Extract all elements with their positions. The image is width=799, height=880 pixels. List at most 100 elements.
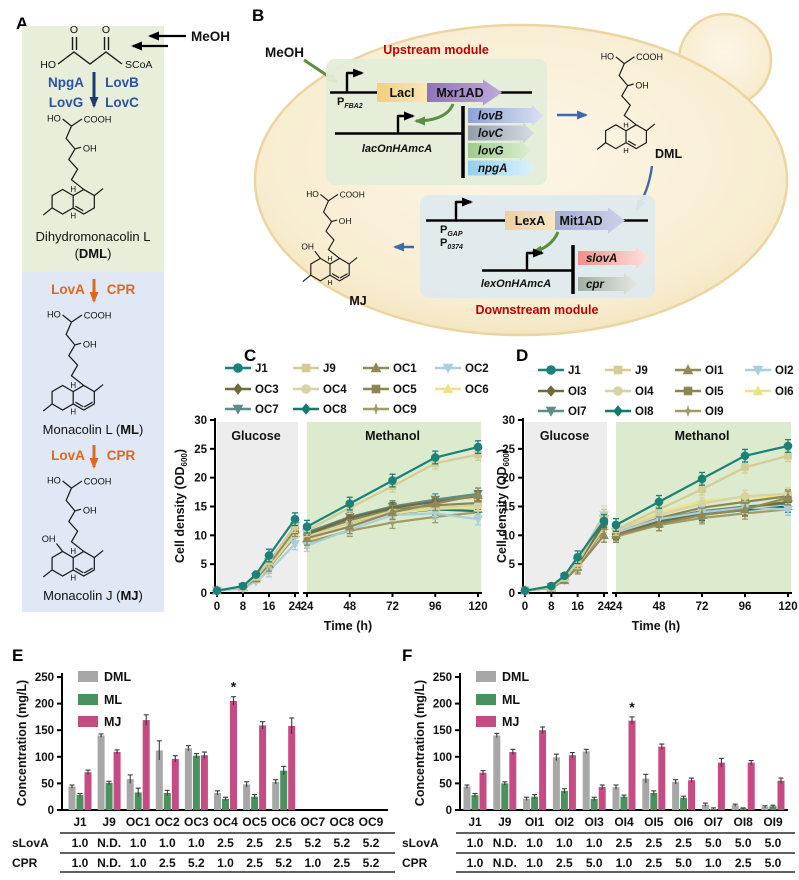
svg-text:1.0: 1.0 bbox=[705, 856, 722, 870]
svg-text:72: 72 bbox=[386, 601, 399, 613]
svg-text:24: 24 bbox=[289, 601, 302, 613]
panel-a-pathway: HO COOH OH H H OH O O HO SCoA Me bbox=[22, 24, 230, 612]
svg-text:J9: J9 bbox=[498, 815, 512, 829]
svg-text:OI3: OI3 bbox=[585, 815, 605, 829]
svg-text:5.2: 5.2 bbox=[304, 836, 321, 850]
svg-text:1.0: 1.0 bbox=[159, 836, 176, 850]
significance-marker: * bbox=[629, 699, 635, 715]
lexa-label: LexA bbox=[515, 214, 546, 228]
svg-text:OC8: OC8 bbox=[330, 815, 355, 829]
svg-text:2.5: 2.5 bbox=[246, 856, 263, 870]
svg-text:0: 0 bbox=[201, 588, 207, 600]
svg-text:150: 150 bbox=[35, 725, 54, 737]
svg-text:OI8: OI8 bbox=[734, 815, 754, 829]
enzyme-cpr: CPR bbox=[107, 448, 136, 463]
panel-label-b: B bbox=[252, 6, 265, 25]
svg-text:sLovA: sLovA bbox=[12, 836, 49, 850]
svg-text:5: 5 bbox=[201, 559, 208, 571]
panel-label-c: C bbox=[244, 346, 257, 365]
svg-text:5.0: 5.0 bbox=[586, 856, 603, 870]
svg-text:CPR: CPR bbox=[402, 856, 428, 870]
svg-text:1.0: 1.0 bbox=[130, 836, 147, 850]
activation-arrow-upstream bbox=[414, 103, 455, 126]
svg-text:1.0: 1.0 bbox=[72, 856, 89, 870]
svg-text:2.5: 2.5 bbox=[735, 856, 752, 870]
svg-text:OI4: OI4 bbox=[614, 815, 634, 829]
svg-text:10: 10 bbox=[194, 530, 207, 542]
y-axis-title: Concentration (mg/L) bbox=[413, 680, 427, 806]
gene-arrow-npga bbox=[468, 157, 535, 179]
gene-arrow-cpr bbox=[578, 273, 638, 295]
lower-pathway-background bbox=[22, 272, 164, 612]
mj-label: MJ bbox=[349, 294, 366, 308]
svg-text:OC4: OC4 bbox=[323, 384, 347, 396]
svg-text:J1: J1 bbox=[468, 815, 482, 829]
svg-text:OC3: OC3 bbox=[255, 384, 279, 396]
svg-text:48: 48 bbox=[343, 601, 356, 613]
y-axis-title: Cell density (OD600) bbox=[496, 449, 511, 563]
svg-text:J1: J1 bbox=[255, 363, 268, 375]
svg-text:5.0: 5.0 bbox=[735, 836, 752, 850]
svg-text:N.D.: N.D. bbox=[493, 836, 517, 850]
svg-text:200: 200 bbox=[433, 699, 452, 711]
gene-label-npga: npgA bbox=[478, 163, 507, 175]
svg-text:OC8: OC8 bbox=[323, 404, 347, 416]
svg-text:1.0: 1.0 bbox=[586, 836, 603, 850]
svg-text:24: 24 bbox=[301, 601, 314, 613]
svg-text:OC7: OC7 bbox=[255, 404, 279, 416]
svg-text:50: 50 bbox=[41, 778, 54, 790]
enzyme-lova: LovA bbox=[51, 448, 85, 463]
svg-text:OI6: OI6 bbox=[674, 815, 694, 829]
svg-text:1.0: 1.0 bbox=[467, 856, 484, 870]
svg-text:OI8: OI8 bbox=[635, 406, 654, 418]
y-axis-title: Cell density (OD600) bbox=[173, 449, 189, 563]
series-lines bbox=[211, 440, 484, 597]
promoter-icon bbox=[396, 111, 415, 134]
svg-text:30: 30 bbox=[502, 415, 515, 427]
svg-text:0: 0 bbox=[214, 601, 220, 613]
promoter-icon bbox=[454, 197, 473, 221]
svg-text:OC9: OC9 bbox=[393, 404, 417, 416]
legend: J1 J9 OI1 OI2 OI3 OI4 OI5 OI6 OI7 OI8 OI9 bbox=[538, 364, 794, 418]
svg-text:1.0: 1.0 bbox=[526, 836, 543, 850]
enzyme-cpr: CPR bbox=[107, 282, 136, 297]
svg-text:20: 20 bbox=[194, 473, 207, 485]
svg-text:OC5: OC5 bbox=[393, 384, 417, 396]
gene-arrow-lovb bbox=[468, 105, 543, 126]
svg-text:2.5: 2.5 bbox=[616, 836, 633, 850]
step3-enzymes: LovA CPR bbox=[51, 445, 136, 469]
enzyme-lovg: LovG bbox=[49, 95, 84, 110]
svg-text:DML: DML bbox=[104, 670, 131, 684]
bars bbox=[463, 716, 785, 810]
significance-marker: * bbox=[231, 679, 237, 695]
svg-text:OI9: OI9 bbox=[705, 406, 724, 418]
svg-text:OC6: OC6 bbox=[271, 815, 296, 829]
dml-abbr: (DML) bbox=[75, 246, 112, 261]
meoh-label: MeOH bbox=[191, 29, 230, 44]
svg-text:48: 48 bbox=[653, 601, 666, 613]
svg-text:OI2: OI2 bbox=[775, 365, 794, 377]
gene-label-lovc: lovC bbox=[478, 128, 504, 140]
svg-text:N.D.: N.D. bbox=[493, 856, 517, 870]
svg-text:OI1: OI1 bbox=[705, 365, 724, 377]
svg-text:2.5: 2.5 bbox=[645, 836, 662, 850]
svg-text:ML: ML bbox=[502, 693, 520, 707]
svg-text:1.0: 1.0 bbox=[72, 836, 89, 850]
svg-text:J1: J1 bbox=[568, 365, 581, 377]
mit1ad-arrow bbox=[555, 207, 625, 234]
svg-text:20: 20 bbox=[502, 473, 515, 485]
condition-table: sLovA 1.0 N.D. 1.0 1.0 1.0 2.5 2.5 2.5 5.0 5.0 5.0 C… bbox=[402, 832, 795, 873]
promoter-icon bbox=[345, 68, 364, 93]
svg-text:0: 0 bbox=[522, 601, 528, 613]
svg-text:OC1: OC1 bbox=[126, 815, 151, 829]
svg-text:16: 16 bbox=[263, 601, 276, 613]
svg-text:250: 250 bbox=[35, 672, 54, 684]
svg-text:OC3: OC3 bbox=[184, 815, 209, 829]
svg-text:OC2: OC2 bbox=[465, 363, 489, 375]
panel-label-e: E bbox=[12, 646, 24, 665]
gene-label-lovb: lovB bbox=[478, 111, 503, 123]
svg-text:Glucose: Glucose bbox=[540, 429, 589, 443]
svg-text:25: 25 bbox=[194, 444, 207, 456]
upstream-module-title: Upstream module bbox=[383, 43, 489, 57]
